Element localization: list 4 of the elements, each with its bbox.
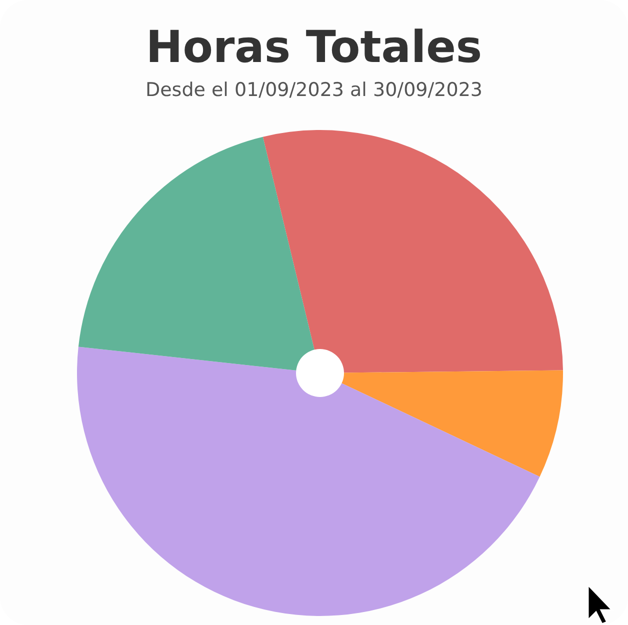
pie-slice — [262, 130, 563, 373]
chart-subtitle: Desde el 01/09/2023 al 30/09/2023 — [145, 79, 483, 101]
chart-title: Horas Totales — [146, 22, 482, 73]
pie-slice — [77, 346, 540, 616]
